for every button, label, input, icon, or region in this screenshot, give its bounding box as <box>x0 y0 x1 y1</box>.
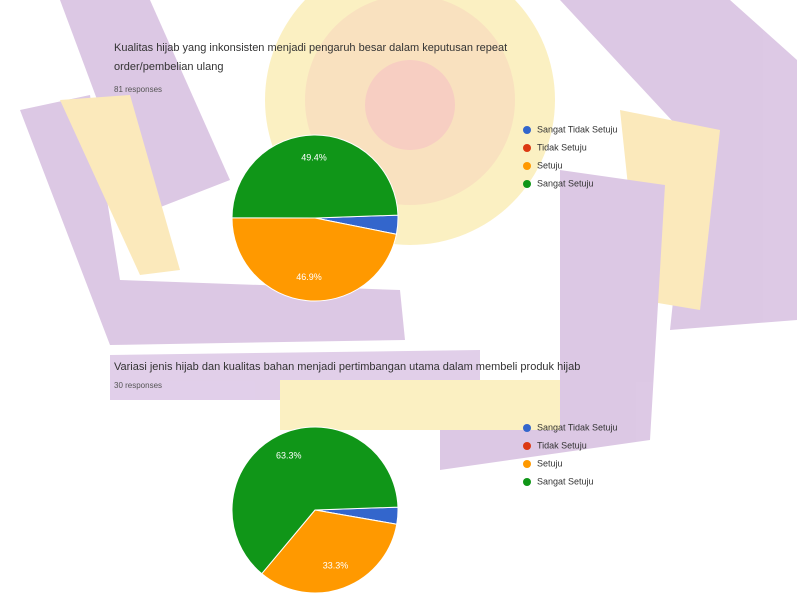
response-count: 30 responses <box>114 381 162 390</box>
slice-label: 33.3% <box>323 560 349 570</box>
legend-swatch <box>523 424 531 432</box>
page: Kualitas hijab yang inkonsisten menjadi … <box>0 0 797 594</box>
legend-label: Sangat Tidak Setuju <box>537 124 618 134</box>
legend-label: Setuju <box>537 160 563 170</box>
response-count: 81 responses <box>114 85 162 94</box>
question-title: Variasi jenis hijab dan kualitas bahan m… <box>114 361 580 373</box>
legend-swatch <box>523 126 531 134</box>
legend-label: Sangat Tidak Setuju <box>537 422 618 432</box>
legend-swatch <box>523 144 531 152</box>
screenshot: Kualitas hijab yang inkonsisten menjadi … <box>0 0 797 594</box>
slice-label: 63.3% <box>276 451 302 461</box>
legend-label: Setuju <box>537 458 563 468</box>
slice-label: 49.4% <box>301 153 327 163</box>
legend-label: Sangat Setuju <box>537 178 594 188</box>
slice-label: 46.9% <box>296 272 322 282</box>
legend-label: Tidak Setuju <box>537 440 587 450</box>
legend-swatch <box>523 460 531 468</box>
legend-swatch <box>523 442 531 450</box>
legend-label: Sangat Setuju <box>537 476 594 486</box>
legend-swatch <box>523 180 531 188</box>
legend-swatch <box>523 478 531 486</box>
legend-swatch <box>523 162 531 170</box>
legend-label: Tidak Setuju <box>537 142 587 152</box>
